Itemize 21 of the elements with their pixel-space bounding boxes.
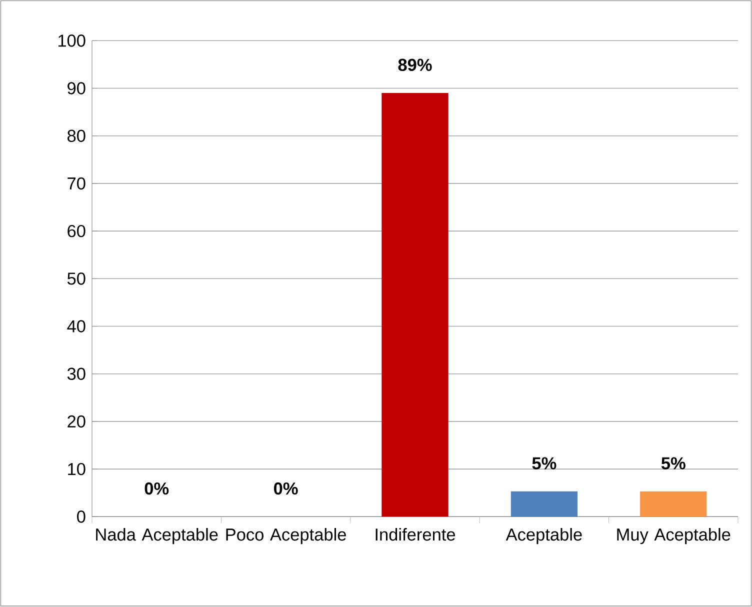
data-label: 89% [398,58,432,72]
y-tick-label: 40 [67,320,86,333]
y-tick-label: 60 [68,225,86,238]
y-tick-label: 50 [67,272,86,285]
data-label: 0% [144,482,169,495]
x-tick-label: Poco Aceptable [226,528,346,544]
data-label: 5% [532,457,556,470]
y-tick-label: 80 [68,130,86,142]
y-tick-label: 70 [68,178,86,190]
x-tick-label: Nada Aceptable [96,528,218,544]
y-tick-label: 100 [58,34,86,47]
data-label: 5% [661,457,686,470]
x-tick-label: Aceptable [506,528,582,544]
data-label: 0% [274,482,298,495]
y-tick-label: 10 [68,463,86,476]
y-tick-label: 90 [68,82,86,95]
y-tick-label: 30 [67,368,86,380]
x-tick-label: Indiferente [376,528,456,541]
y-tick-label: 20 [68,416,86,428]
x-tick-label: Muy Aceptable [617,528,730,544]
y-tick-label: 0 [77,510,86,523]
